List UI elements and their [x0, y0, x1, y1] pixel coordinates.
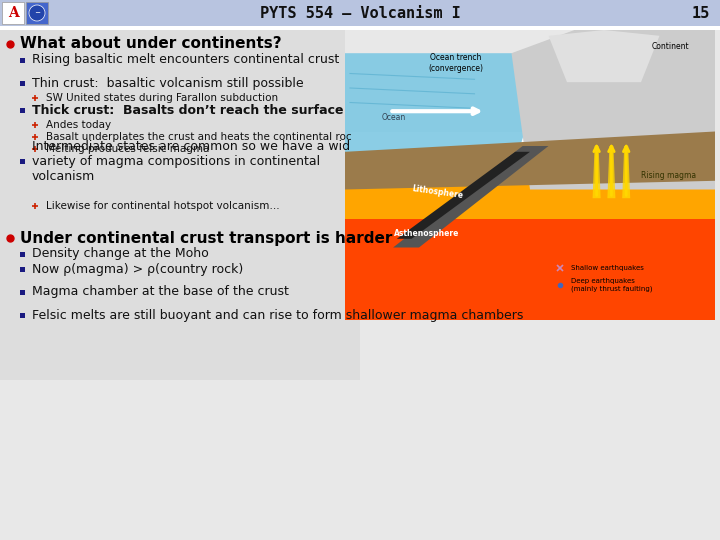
Bar — [2, 2, 24, 24]
Text: Lithosphere: Lithosphere — [411, 184, 464, 200]
Text: Rising basaltic melt encounters continental crust: Rising basaltic melt encounters continen… — [32, 53, 339, 66]
Text: Continent: Continent — [652, 42, 690, 51]
Bar — [19, 159, 24, 164]
Text: A: A — [8, 6, 19, 20]
Polygon shape — [345, 175, 715, 219]
Polygon shape — [345, 53, 549, 175]
Polygon shape — [345, 210, 715, 320]
Text: Shallow earthquakes: Shallow earthquakes — [571, 265, 644, 271]
Text: 15: 15 — [692, 5, 710, 21]
Text: Asthenosphere: Asthenosphere — [394, 228, 459, 238]
Text: Felsic melts are still buoyant and can rise to form shallower magma chambers: Felsic melts are still buoyant and can r… — [32, 308, 523, 321]
Bar — [19, 80, 24, 85]
Text: Ocean: Ocean — [382, 112, 406, 122]
Polygon shape — [345, 132, 715, 190]
Text: What about under continents?: What about under continents? — [20, 37, 282, 51]
Text: Intermediate states are common so we have a wid
variety of magma compositions in: Intermediate states are common so we hav… — [32, 139, 350, 183]
Bar — [19, 57, 24, 63]
Polygon shape — [397, 152, 530, 239]
Bar — [26, 2, 48, 24]
Bar — [0, 0, 720, 26]
Text: Rising magma: Rising magma — [641, 171, 696, 179]
Polygon shape — [393, 146, 549, 247]
Bar — [19, 289, 24, 294]
Text: PYTS 554 – Volcanism I: PYTS 554 – Volcanism I — [260, 5, 460, 21]
Text: Ocean trench
(convergence): Ocean trench (convergence) — [428, 53, 484, 72]
Text: Under continental crust transport is harder: Under continental crust transport is har… — [20, 231, 392, 246]
Bar — [345, 30, 715, 132]
Text: Likewise for continental hotspot volcanism…: Likewise for continental hotspot volcani… — [46, 201, 280, 211]
Bar — [19, 252, 24, 256]
Text: Basalt underplates the crust and heats the continental roc: Basalt underplates the crust and heats t… — [46, 132, 351, 142]
Bar — [19, 313, 24, 318]
Polygon shape — [622, 146, 630, 198]
Bar — [345, 30, 715, 320]
Text: Now ρ(magma) > ρ(country rock): Now ρ(magma) > ρ(country rock) — [32, 262, 243, 275]
Text: Deep earthquakes
(mainly thrust faulting): Deep earthquakes (mainly thrust faulting… — [571, 279, 652, 292]
Text: Andes today: Andes today — [46, 120, 111, 130]
Polygon shape — [608, 146, 616, 198]
Text: SW United states during Farallon subduction: SW United states during Farallon subduct… — [46, 93, 278, 103]
Polygon shape — [511, 30, 715, 190]
Bar — [19, 107, 24, 112]
Bar — [19, 267, 24, 272]
Text: ─: ─ — [35, 10, 39, 16]
Polygon shape — [0, 30, 360, 380]
Text: Magma chamber at the base of the crust: Magma chamber at the base of the crust — [32, 286, 289, 299]
Polygon shape — [549, 30, 660, 82]
Text: Thick crust:  Basalts don’t reach the surface: Thick crust: Basalts don’t reach the sur… — [32, 104, 343, 117]
Text: Density change at the Moho: Density change at the Moho — [32, 247, 209, 260]
Polygon shape — [593, 146, 600, 198]
Text: Melting produces felsic magma: Melting produces felsic magma — [46, 144, 210, 154]
Text: Thin crust:  basaltic volcanism still possible: Thin crust: basaltic volcanism still pos… — [32, 77, 304, 90]
Circle shape — [29, 5, 45, 21]
Polygon shape — [0, 30, 720, 540]
